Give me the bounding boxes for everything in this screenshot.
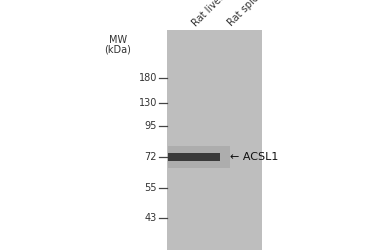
Text: (kDa): (kDa) <box>105 44 131 54</box>
Bar <box>168 146 230 168</box>
Text: MW: MW <box>109 35 127 45</box>
Text: 180: 180 <box>139 73 157 83</box>
Text: ← ACSL1: ← ACSL1 <box>230 152 278 162</box>
Text: 95: 95 <box>145 121 157 131</box>
Text: Rat liver: Rat liver <box>190 0 226 28</box>
Bar <box>168 153 220 161</box>
Bar <box>167 30 262 250</box>
Text: Rat spleen: Rat spleen <box>226 0 270 28</box>
Text: 55: 55 <box>144 183 157 193</box>
Text: 72: 72 <box>144 152 157 162</box>
Text: 43: 43 <box>145 213 157 223</box>
Text: 130: 130 <box>139 98 157 108</box>
